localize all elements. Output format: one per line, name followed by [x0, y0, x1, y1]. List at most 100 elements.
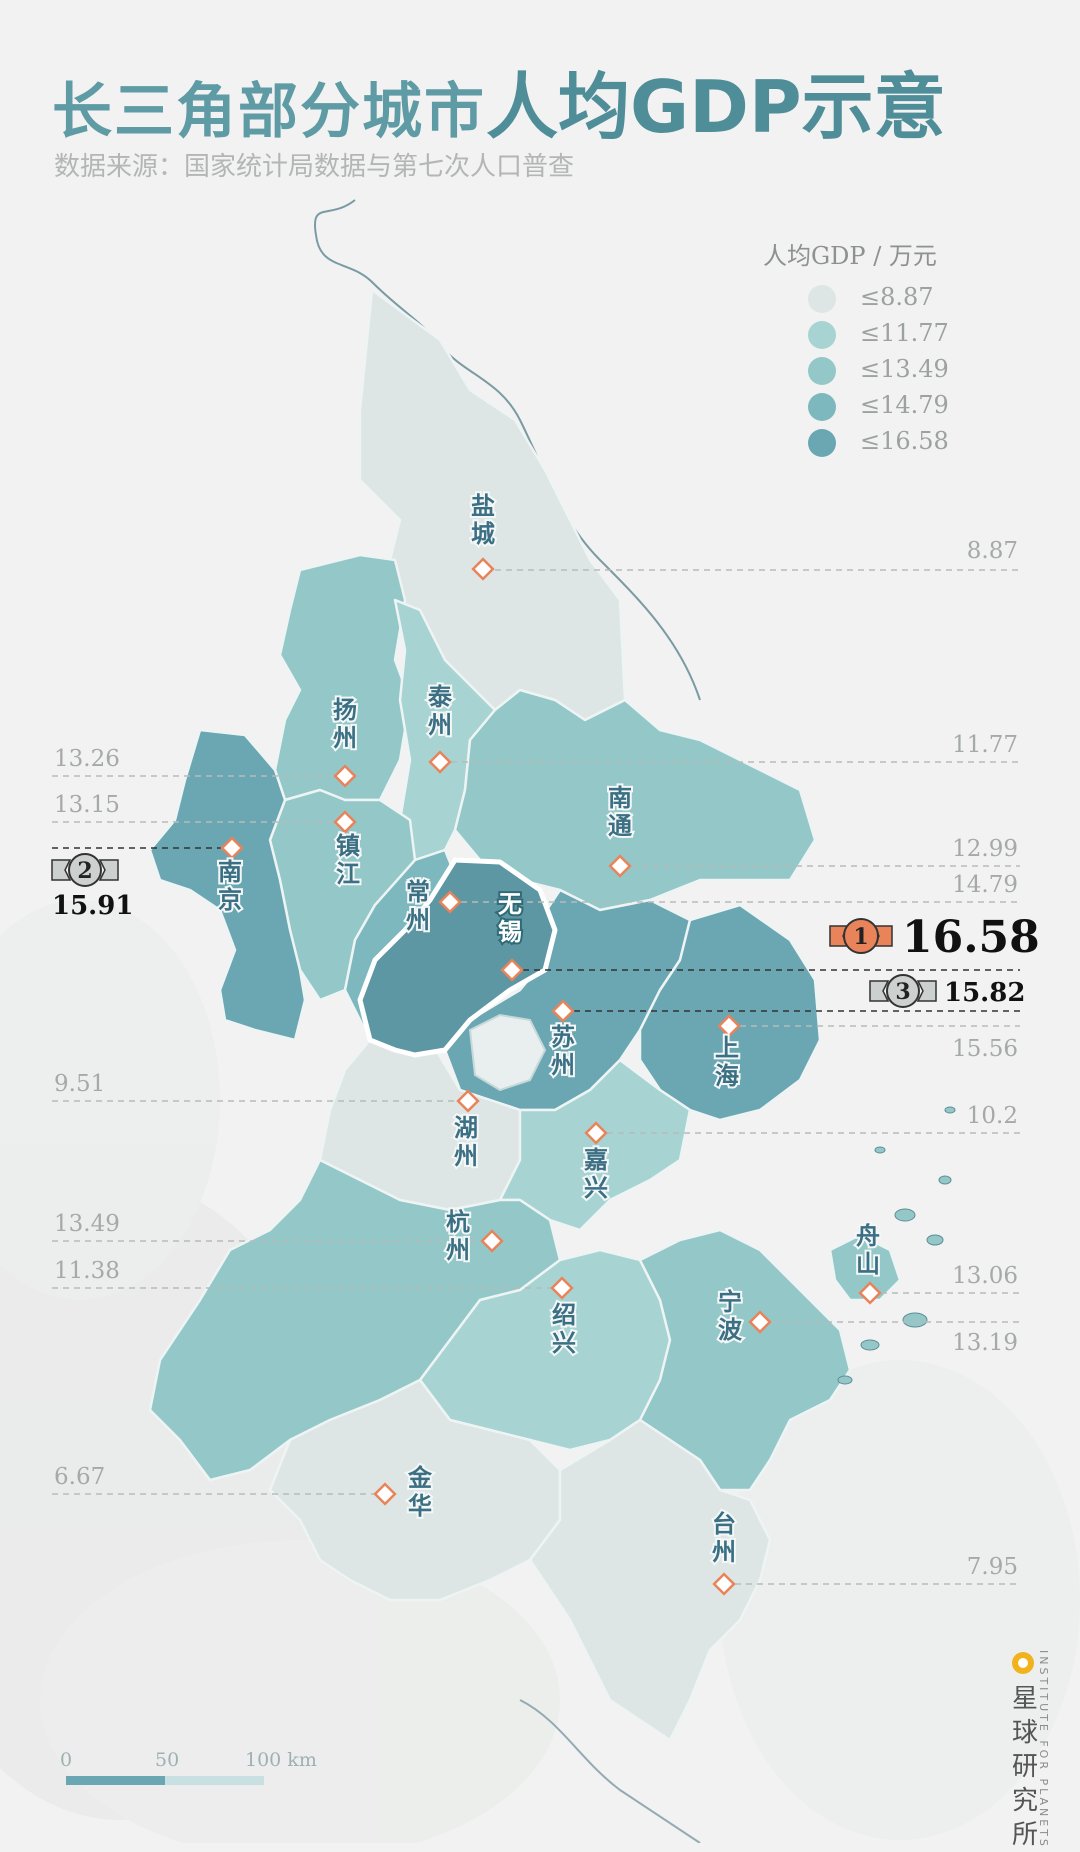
- value-label-ningbo: 13.19: [952, 1330, 1018, 1356]
- rank-badge-1: 1 16.58: [829, 912, 1040, 963]
- value-label-zhenjiang: 13.15: [54, 792, 120, 818]
- city-marker-nantong[interactable]: [608, 854, 632, 878]
- rank-badge-3: 3 15.82: [869, 974, 1025, 1008]
- scale-label-50: 50: [155, 1749, 179, 1771]
- city-marker-ningbo[interactable]: [748, 1310, 772, 1334]
- page-title: 长三角部分城市人均GDP示意: [52, 48, 946, 153]
- legend-label: ≤8.87: [860, 283, 934, 311]
- city-label-jinhua: 金华: [407, 1463, 433, 1520]
- scale-label-0: 0: [60, 1749, 72, 1771]
- city-label-shaoxing: 绍兴: [552, 1300, 576, 1357]
- city-marker-jiaxing[interactable]: [584, 1121, 608, 1145]
- region-nanjing[interactable]: [148, 728, 307, 1042]
- legend-swatch: [808, 285, 836, 313]
- city-label-yangzhou: 扬州: [333, 695, 357, 752]
- value-label-yangzhou: 13.26: [54, 746, 120, 772]
- legend-swatch: [808, 429, 836, 457]
- value-label-hangzhou: 13.49: [54, 1211, 120, 1237]
- city-labels: 盐城 扬州 泰州 镇江 南京 南通 常州 无锡 苏州 上海 湖州 嘉兴 杭州 绍…: [216, 489, 882, 1568]
- city-label-nantong: 南通: [608, 783, 632, 840]
- city-label-zhoushan: 舟山: [856, 1221, 880, 1278]
- city-marker-hangzhou[interactable]: [480, 1229, 504, 1253]
- legend-label: ≤16.58: [860, 427, 949, 455]
- title-part1: 长三角部分城市: [52, 77, 486, 147]
- city-label-jiaxing: 嘉兴: [584, 1145, 608, 1202]
- city-marker-jinhua[interactable]: [373, 1482, 397, 1506]
- rank-ribbon: [869, 980, 937, 1002]
- city-marker-nanjing[interactable]: [220, 836, 244, 860]
- city-label-huzhou: 湖州: [454, 1113, 478, 1170]
- data-source: 数据来源：国家统计局数据与第七次人口普查: [54, 152, 575, 182]
- value-label-shanghai: 15.56: [952, 1036, 1018, 1062]
- city-marker-huzhou[interactable]: [456, 1089, 480, 1113]
- brand-dot-icon: [1012, 1652, 1034, 1674]
- city-label-wuxi: 无锡: [498, 889, 522, 946]
- city-marker-yangzhou[interactable]: [333, 764, 357, 788]
- rank-number: 1: [853, 924, 868, 950]
- scale-segment-1: [66, 1776, 165, 1785]
- city-markers: [220, 557, 882, 1596]
- city-label-taizhou-zj: 台州: [712, 1509, 736, 1566]
- city-marker-taizhou-zj[interactable]: [712, 1572, 736, 1596]
- city-label-hangzhou: 杭州: [446, 1207, 470, 1264]
- value-label-changzhou: 14.79: [952, 872, 1018, 898]
- city-marker-wuxi[interactable]: [500, 958, 524, 982]
- rank-value: 16.58: [902, 912, 1040, 963]
- value-label-yancheng: 8.87: [967, 538, 1018, 564]
- scale-bar: 0 50 100 km: [60, 1749, 317, 1785]
- city-label-zhenjiang: 镇江: [336, 831, 360, 888]
- legend-swatch: [808, 321, 836, 349]
- rank-ribbon: [51, 859, 119, 881]
- city-marker-shanghai[interactable]: [717, 1014, 741, 1038]
- city-label-ningbo: 宁波: [718, 1287, 743, 1344]
- city-label-suzhou: 苏州: [551, 1022, 575, 1079]
- river-line: [313, 199, 701, 701]
- city-label-yancheng: 盐城: [471, 491, 495, 548]
- value-label-jinhua: 6.67: [54, 1464, 105, 1490]
- value-label-huzhou: 9.51: [54, 1071, 105, 1097]
- value-label-taizhou-js: 11.77: [952, 732, 1018, 758]
- legend-label: ≤11.77: [860, 319, 949, 347]
- rank-number: 2: [77, 858, 92, 884]
- rank-medal: [886, 974, 920, 1008]
- rank-badge-2: 2 15.91: [51, 853, 133, 921]
- legend-title: 人均GDP / 万元: [763, 242, 937, 270]
- city-marker-taizhou-js[interactable]: [428, 750, 452, 774]
- value-label-jiaxing: 10.2: [967, 1103, 1018, 1129]
- value-label-zhoushan: 13.06: [952, 1263, 1018, 1289]
- city-label-nanjing: 南京: [218, 857, 242, 914]
- region-taizhou-zj[interactable]: [528, 1418, 772, 1742]
- region-zhoushan[interactable]: [828, 1233, 902, 1302]
- brand-cn: 星球研究所: [1011, 1684, 1038, 1850]
- region-ningbo[interactable]: [638, 1228, 852, 1492]
- region-shanghai[interactable]: [638, 903, 822, 1122]
- scale-segment-2: [165, 1776, 264, 1785]
- island-group: [837, 1106, 956, 1385]
- scale-label-100: 100 km: [245, 1749, 317, 1771]
- title-part2: 人均GDP示意: [486, 65, 946, 149]
- value-label-nantong: 12.99: [952, 836, 1018, 862]
- city-marker-yancheng[interactable]: [471, 557, 495, 581]
- value-label-shaoxing: 11.38: [54, 1258, 120, 1284]
- city-marker-zhoushan[interactable]: [858, 1281, 882, 1305]
- rank-value: 15.82: [944, 978, 1025, 1008]
- legend-swatch: [808, 357, 836, 385]
- city-label-shanghai: 上海: [715, 1033, 739, 1090]
- city-marker-zhenjiang[interactable]: [333, 810, 357, 834]
- rank-medal: [68, 853, 102, 887]
- legend-swatch: [808, 393, 836, 421]
- city-marker-shaoxing[interactable]: [550, 1276, 574, 1300]
- regions: [148, 288, 902, 1742]
- region-wuxi[interactable]: [357, 857, 558, 1058]
- city-marker-changzhou[interactable]: [438, 890, 462, 914]
- legend-label: ≤14.79: [860, 391, 949, 419]
- lake-taihu: [468, 1013, 547, 1092]
- city-marker-suzhou[interactable]: [551, 999, 575, 1023]
- rank-medal: [843, 918, 879, 954]
- river-branch: [519, 1699, 701, 1843]
- city-label-taizhou-js: 泰州: [428, 682, 453, 739]
- rank-number: 3: [895, 979, 910, 1005]
- reference-lines: [52, 569, 1020, 1585]
- region-yangzhou[interactable]: [273, 553, 412, 802]
- value-labels: 8.87 13.26 11.77 13.15 12.99 14.79 15.56…: [54, 538, 1018, 1580]
